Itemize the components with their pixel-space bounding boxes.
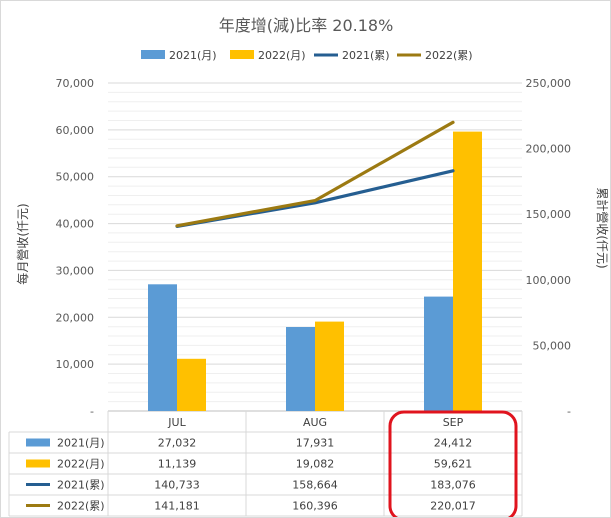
- legend: 2021(月) 2022(月) 2021(累) 2022(累): [141, 49, 473, 62]
- bar-2022(月): [315, 321, 344, 411]
- left-axis-ticks: - 10,000 20,000 30,000 40,000 50,000 60,000 70,…: [56, 77, 95, 418]
- table-key: [26, 438, 50, 447]
- table-row-label: 2022(月): [57, 458, 105, 471]
- category-label: SEP: [443, 416, 464, 429]
- category-label: AUG: [303, 416, 327, 429]
- table-cell: 183,076: [430, 479, 476, 492]
- table-cell: 17,931: [296, 437, 335, 450]
- table-cell: 141,181: [154, 500, 200, 513]
- bar-2022(月): [453, 131, 482, 411]
- table-cell: 19,082: [296, 458, 335, 471]
- chart-title: 年度增(減)比率 20.18%: [219, 16, 394, 35]
- legend-label: 2022(累): [425, 49, 473, 62]
- category-label: JUL: [167, 416, 186, 429]
- right-tick-label: 150,000: [526, 208, 572, 221]
- table-cell: 160,396: [292, 500, 338, 513]
- right-tick-label: 100,000: [526, 274, 572, 287]
- left-tick-label: 60,000: [56, 124, 95, 137]
- table-row-label: 2022(累): [57, 500, 105, 513]
- legend-label: 2021(累): [342, 49, 390, 62]
- left-tick-label: 30,000: [56, 264, 95, 277]
- legend-swatch: [141, 50, 165, 59]
- table-cell: 59,621: [434, 458, 473, 471]
- table-cell: 158,664: [292, 479, 338, 492]
- table-key: [26, 459, 50, 468]
- lines: [175, 120, 455, 228]
- left-axis-title: 每月營收(仟元): [15, 203, 30, 284]
- table-cell: 220,017: [430, 500, 476, 513]
- left-tick-label: 40,000: [56, 218, 95, 231]
- bar-2022(月): [177, 358, 206, 411]
- table-cell: 140,733: [154, 479, 200, 492]
- table-cell: 24,412: [434, 437, 473, 450]
- right-tick-label: 50,000: [533, 339, 572, 352]
- bar-2021(月): [424, 296, 453, 411]
- table-row-label: 2021(累): [57, 479, 105, 492]
- right-tick-label: 250,000: [526, 77, 572, 90]
- right-axis-ticks: - 50,000 100,000 150,000 200,000 250,000: [526, 77, 572, 418]
- line-2022(累): [175, 120, 455, 228]
- left-tick-label: 70,000: [56, 77, 95, 90]
- data-table: JUL AUG SEP 2021(月) 27,032 17,931 24,412 2022(月…: [8, 411, 523, 517]
- table-cell: 27,032: [158, 437, 197, 450]
- right-tick-label: -: [567, 405, 571, 418]
- bar-2021(月): [148, 284, 177, 411]
- legend-label: 2022(月): [258, 49, 306, 62]
- right-tick-label: 200,000: [526, 143, 572, 156]
- left-tick-label: -: [90, 405, 94, 418]
- left-tick-label: 20,000: [56, 311, 95, 324]
- table-row-label: 2021(月): [57, 437, 105, 450]
- sep-highlight-box: [388, 410, 518, 517]
- right-axis-title: 累計營收(仟元): [595, 187, 610, 268]
- table-cell: 11,139: [158, 458, 197, 471]
- left-tick-label: 50,000: [56, 171, 95, 184]
- left-tick-label: 10,000: [56, 358, 95, 371]
- legend-label: 2021(月): [169, 49, 217, 62]
- bar-2021(月): [286, 327, 315, 411]
- bars: [148, 131, 482, 411]
- legend-swatch: [230, 50, 254, 59]
